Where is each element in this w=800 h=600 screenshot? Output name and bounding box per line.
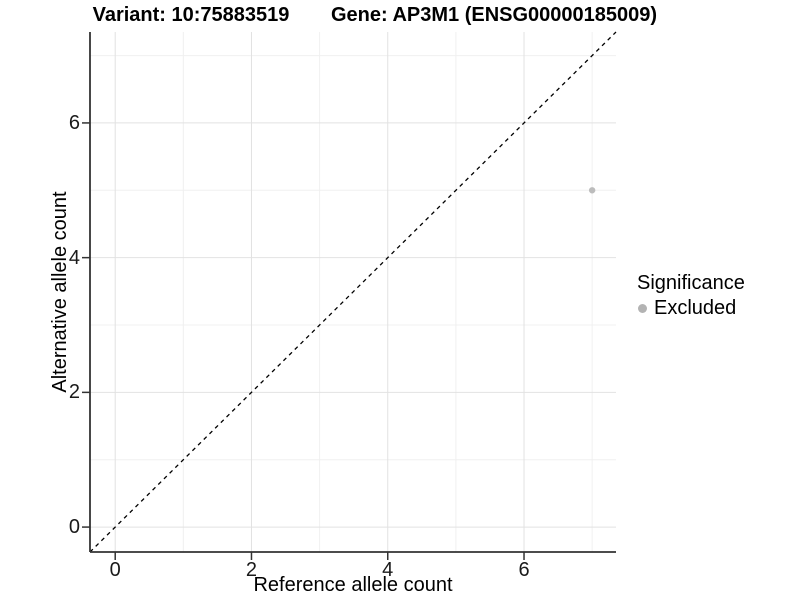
legend-title: Significance [637,272,745,294]
y-tick-label: 4 [68,246,80,269]
y-axis-title: Alternative allele count [49,191,71,393]
x-axis-title: Reference allele count [253,574,453,596]
x-tick-label: 2 [245,559,258,581]
y-tick-label: 2 [68,381,80,404]
legend-item-label: Excluded [654,297,737,319]
plot-title-gene: Gene: AP3M1 (ENSG00000185009) [330,4,658,26]
excluded-point-icon [638,303,647,313]
data-point [588,187,596,194]
identity-reference-line [89,31,617,553]
y-tick-label: 0 [68,516,80,539]
x-tick-label: 0 [109,559,121,581]
plot-title-variant: Variant: 10:75883519 [92,4,290,26]
legend-item-excluded: Excluded [637,297,745,319]
x-tick-label: 4 [382,559,394,581]
y-tick-label: 6 [68,111,80,134]
legend: Significance Excluded [637,272,745,319]
x-tick-label: 6 [518,559,530,581]
